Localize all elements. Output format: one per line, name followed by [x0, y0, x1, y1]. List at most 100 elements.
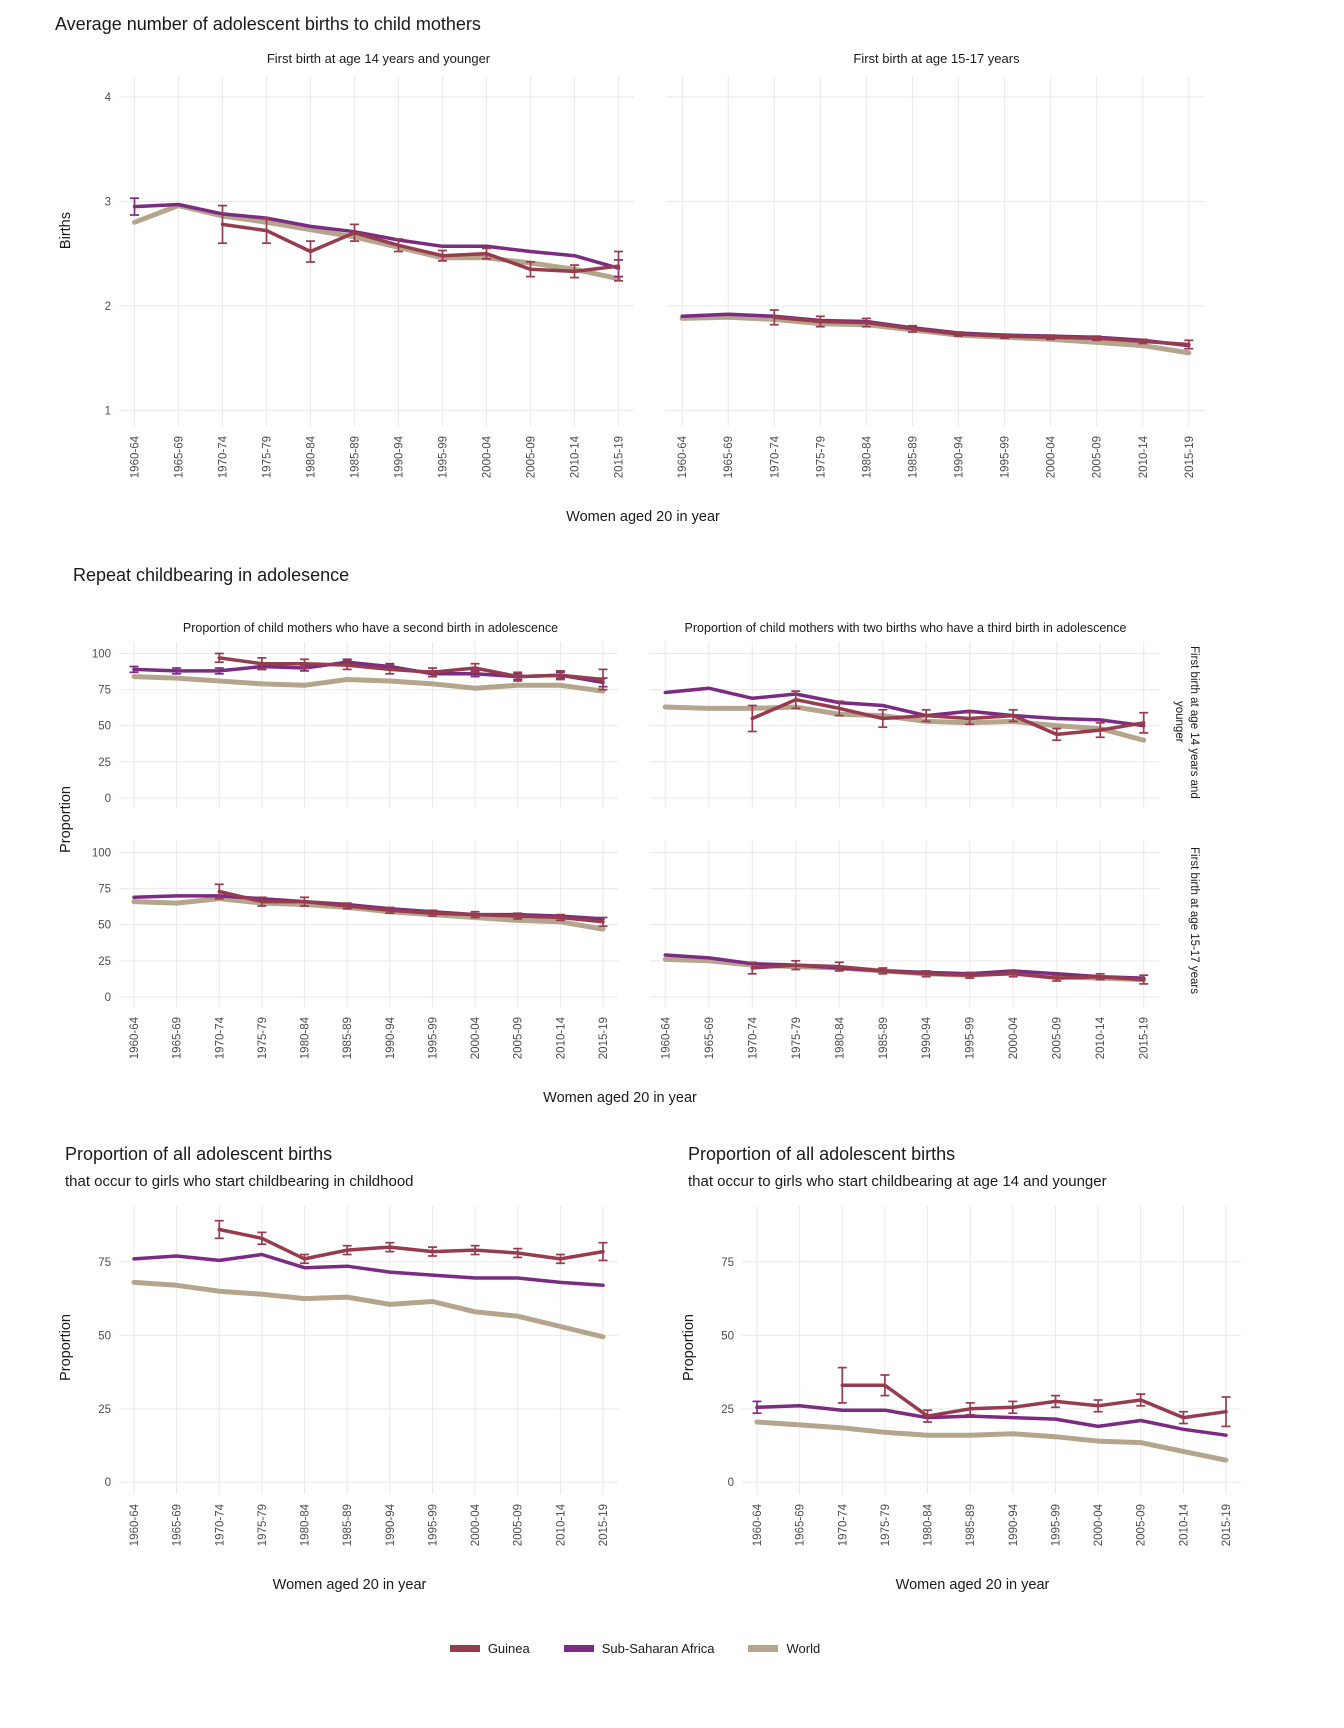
svg-text:0: 0 [728, 1477, 734, 1489]
error-bars-guinea [214, 652, 608, 691]
svg-text:1960-64: 1960-64 [752, 1503, 764, 1546]
gridlines [119, 76, 634, 426]
svg-text:25: 25 [98, 956, 111, 968]
svg-text:1990-94: 1990-94 [385, 1016, 397, 1059]
svg-text:75: 75 [98, 884, 111, 896]
svg-text:1985-89: 1985-89 [965, 1504, 977, 1546]
chart-canvas-prop-childhood: 0 25 50 75 1960-64 1965-69 1970-74 1975-79 1980-… [98, 1206, 618, 1546]
svg-text:1960-64: 1960-64 [129, 1016, 141, 1059]
svg-text:4: 4 [105, 92, 112, 104]
error-bars-guinea [769, 309, 1194, 350]
svg-text:1960-64: 1960-64 [677, 435, 689, 478]
svg-text:0: 0 [105, 793, 111, 805]
y-tick-labels: 0 25 50 75 100 [92, 649, 111, 805]
gridlines [119, 642, 618, 808]
prop-left-title: Proportion of all adolescent births [65, 1144, 333, 1164]
svg-text:2005-09: 2005-09 [513, 1017, 525, 1059]
gridlines [742, 1206, 1241, 1494]
series-world [131, 1279, 606, 1340]
svg-text:2000-04: 2000-04 [1008, 1016, 1020, 1059]
svg-text:1965-69: 1965-69 [172, 1017, 184, 1059]
error-bars-ssa [752, 1400, 762, 1415]
svg-text:1995-99: 1995-99 [428, 1017, 440, 1059]
block-prop-childhood: Proportion of all adolescent births that… [55, 1144, 622, 1593]
svg-text:1990-94: 1990-94 [394, 435, 406, 478]
series-guinea [217, 1227, 605, 1261]
prop-left-subtitle: that occur to girls who start childbeari… [65, 1173, 414, 1190]
svg-text:2010-14: 2010-14 [555, 1503, 567, 1546]
prop-right-title: Proportion of all adolescent births [688, 1144, 956, 1164]
series-world [132, 203, 621, 282]
x-tick-labels: 1960-64 1965-69 1970-74 1975-79 1980-84 1985-… [129, 1503, 610, 1546]
chart-third-14 [648, 636, 1163, 821]
svg-text:1990-94: 1990-94 [921, 1016, 933, 1059]
series-ssa [132, 1252, 605, 1288]
chart-births-14: 1 2 3 4 1960-64 1965-69 1970-74 1975-79 1980-84 1… [77, 70, 638, 505]
repeat-col-title-third: Proportion of child mothers with two bir… [684, 620, 1127, 635]
svg-text:2015-19: 2015-19 [614, 436, 626, 478]
svg-text:1980-84: 1980-84 [300, 1503, 312, 1546]
repeat-y-axis-title-text: Proportion [58, 785, 74, 853]
prop-right-y-axis-title-text: Proportion [681, 1313, 697, 1381]
legend-swatch-world [748, 1645, 779, 1652]
panel-title-births-1517: First birth at age 15-17 years [853, 51, 1020, 66]
error-bars-guinea [747, 690, 1149, 742]
series-guinea [217, 889, 605, 924]
svg-text:50: 50 [98, 1330, 111, 1342]
error-bars-guinea [214, 1219, 608, 1265]
svg-text:1970-74: 1970-74 [218, 435, 230, 478]
svg-text:1975-79: 1975-79 [262, 436, 274, 478]
error-bars-guinea [218, 204, 623, 282]
legend-swatch-ssa [563, 1645, 594, 1652]
repeat-col-title-second: Proportion of child mothers who have a s… [182, 620, 559, 635]
chart-canvas-third-1517: 1960-64 1965-69 1970-74 1975-79 1980-84 1985-… [650, 841, 1159, 1059]
svg-text:1980-84: 1980-84 [861, 435, 873, 478]
x-tick-labels: 1960-64 1965-69 1970-74 1975-79 1980-84 1985-… [677, 435, 1196, 478]
prop-left-x-axis-title: Women aged 20 in year [272, 1577, 427, 1593]
block-prop-14: Proportion of all adolescent births that… [678, 1144, 1245, 1593]
svg-text:2010-14: 2010-14 [570, 435, 582, 478]
svg-text:75: 75 [98, 685, 111, 697]
section-repeat: Repeat childbearing in adolesence Propor… [55, 565, 1344, 1106]
svg-text:1980-84: 1980-84 [306, 435, 318, 478]
svg-text:2000-04: 2000-04 [1046, 435, 1058, 478]
svg-text:1970-74: 1970-74 [747, 1016, 759, 1059]
series-world [754, 1419, 1229, 1463]
legend-swatch-guinea [449, 1645, 480, 1652]
svg-text:25: 25 [721, 1404, 734, 1416]
svg-text:75: 75 [721, 1257, 734, 1269]
svg-text:2000-04: 2000-04 [1093, 1503, 1105, 1546]
svg-text:1960-64: 1960-64 [129, 1503, 141, 1546]
svg-text:25: 25 [98, 1404, 111, 1416]
svg-text:2005-09: 2005-09 [1136, 1504, 1148, 1546]
legend-item-ssa: Sub-Saharan Africa [563, 1641, 714, 1656]
repeat-column-titles: Proportion of child mothers who have a s… [77, 600, 1201, 636]
svg-text:2005-09: 2005-09 [526, 436, 538, 478]
chart-canvas-third-14 [650, 642, 1159, 808]
series-world [679, 314, 1192, 356]
svg-text:50: 50 [98, 920, 111, 932]
error-bars-guinea [747, 959, 1149, 985]
svg-text:1990-94: 1990-94 [954, 435, 966, 478]
series-guinea [772, 315, 1191, 347]
svg-text:1965-69: 1965-69 [704, 1017, 716, 1059]
series-ssa [663, 686, 1146, 728]
svg-text:1: 1 [105, 405, 111, 417]
svg-text:100: 100 [92, 649, 111, 661]
svg-text:2005-09: 2005-09 [513, 1504, 525, 1546]
svg-text:2: 2 [105, 301, 111, 313]
births-x-axis-title: Women aged 20 in year [566, 509, 720, 525]
svg-text:1995-99: 1995-99 [1051, 1504, 1063, 1546]
svg-text:2015-19: 2015-19 [598, 1504, 610, 1546]
series-ssa [132, 202, 621, 270]
series-guinea [840, 1383, 1228, 1420]
svg-text:1970-74: 1970-74 [769, 435, 781, 478]
x-tick-labels: 1960-64 1965-69 1970-74 1975-79 1980-84 1985-… [752, 1503, 1233, 1546]
chart-canvas-births-1517: 1960-64 1965-69 1970-74 1975-79 1980-84 1985-… [666, 76, 1205, 478]
gridlines [119, 841, 618, 1007]
svg-text:1985-89: 1985-89 [342, 1017, 354, 1059]
y-tick-labels: 0 25 50 75 [721, 1257, 734, 1489]
chart-births-1517: 1960-64 1965-69 1970-74 1975-79 1980-84 1985-… [664, 70, 1209, 505]
x-tick-labels: 1960-64 1965-69 1970-74 1975-79 1980-84 1985-… [129, 1016, 610, 1059]
